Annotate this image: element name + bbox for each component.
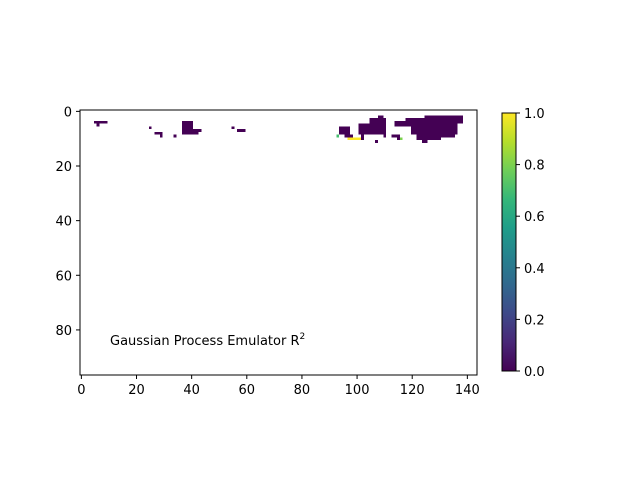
heatmap-cell <box>154 131 163 135</box>
heatmap-cell <box>173 134 177 138</box>
heatmap-cell <box>441 134 455 138</box>
heatmap-cell <box>237 129 246 132</box>
heatmap-cell <box>358 123 367 135</box>
heatmap-cell <box>424 115 464 124</box>
x-tick-label: 140 <box>455 383 480 398</box>
heatmap-cell <box>454 118 464 124</box>
y-tick-label: 0 <box>64 105 72 120</box>
heatmap-cell <box>336 134 340 138</box>
y-tick-label: 80 <box>55 324 72 339</box>
heatmap-cell <box>198 129 202 132</box>
heatmap-cell <box>361 134 364 141</box>
colorbar-tick-label: 0.6 <box>524 210 545 225</box>
heatmap-cell <box>421 140 428 143</box>
heatmap-cell <box>416 134 442 141</box>
y-axis: 0 20 40 60 80 <box>55 105 80 339</box>
x-tick-label: 0 <box>77 383 85 398</box>
heatmap-cell <box>148 126 152 130</box>
heatmap-cell <box>374 140 378 143</box>
heatmap-cell <box>377 115 384 121</box>
colorbar-gradient <box>502 113 516 371</box>
colorbar-tick-label: 0.2 <box>524 313 545 328</box>
r2-annotation-superscript: 2 <box>299 332 305 342</box>
heatmap-cell <box>339 126 351 135</box>
colorbar-tick-label: 0.0 <box>524 365 545 380</box>
y-tick-label: 40 <box>55 215 72 230</box>
heatmap-cell <box>410 123 458 135</box>
x-tick-label: 80 <box>294 383 311 398</box>
colorbar-tick-label: 0.8 <box>524 159 545 174</box>
colorbar-axis: 0.0 0.2 0.4 0.6 0.8 1.0 <box>516 107 545 380</box>
x-tick-label: 120 <box>400 383 425 398</box>
heatmap-cell <box>93 120 108 124</box>
heatmap-cell <box>96 123 100 127</box>
x-tick-label: 20 <box>128 383 145 398</box>
heatmap-cell <box>394 120 414 127</box>
colorbar-tick-label: 0.4 <box>524 262 545 277</box>
x-tick-label: 40 <box>183 383 200 398</box>
heatmap-cells <box>93 115 464 143</box>
x-tick-label: 100 <box>345 383 370 398</box>
heatmap-cell <box>391 134 400 138</box>
heatmap-cell <box>182 120 194 130</box>
colorbar-frame <box>501 112 517 372</box>
heatmap-cell <box>182 129 199 135</box>
heatmap-cell <box>399 137 403 141</box>
heatmap-cell <box>344 134 353 138</box>
heatmap-cell <box>159 134 163 138</box>
x-tick-label: 60 <box>239 383 256 398</box>
y-tick-label: 20 <box>55 160 72 175</box>
colorbar-tick-label: 1.0 <box>524 107 545 122</box>
plot-frame <box>79 109 478 376</box>
r2-annotation: Gaussian Process Emulator R2 <box>110 332 305 349</box>
y-tick-label: 60 <box>55 269 72 284</box>
heatmap-cell <box>347 137 362 141</box>
heatmap-cell <box>231 126 235 130</box>
heatmap-cell <box>449 131 455 135</box>
heatmap-cell <box>369 118 387 135</box>
x-axis: 0 20 40 60 80 100 120 140 <box>77 375 480 398</box>
heatmap-cell <box>383 134 387 138</box>
